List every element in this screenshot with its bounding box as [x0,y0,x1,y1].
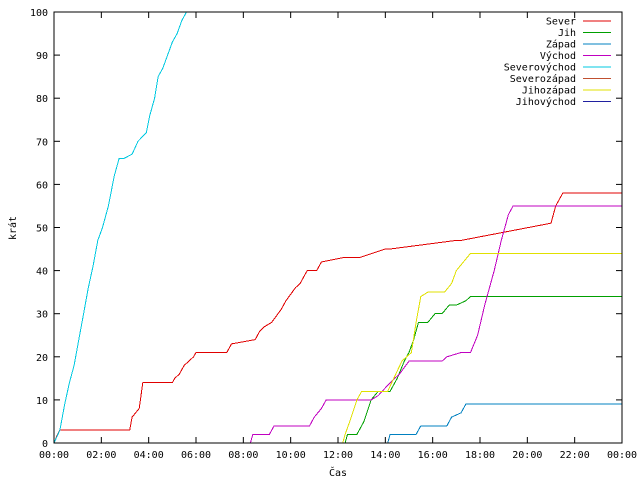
y-tick-label: 40 [36,267,48,278]
x-tick-label: 16:00 [418,450,448,461]
series-line [53,11,192,444]
y-tick-label: 30 [36,310,48,321]
x-tick-label: 22:00 [560,450,590,461]
x-tick-label: 18:00 [465,450,495,461]
y-tick-label: 90 [36,51,48,62]
y-tick-label: 0 [42,439,48,450]
legend-label: Sever [546,17,576,28]
x-tick-label: 06:00 [181,450,211,461]
legend-label: Východ [540,50,576,62]
x-tick-label: 20:00 [512,450,542,461]
y-tick-label: 50 [36,224,48,235]
axis-ticks: 00:00 02:00 04:00 06:00 08:00 10:00 12:00 14:00… [30,8,637,461]
x-tick-label: 02:00 [86,450,116,461]
x-tick-label: 12:00 [323,450,353,461]
y-tick-label: 100 [30,8,48,19]
y-tick-label: 10 [36,396,48,407]
legend-label: Západ [546,39,576,51]
x-tick-label: 14:00 [370,450,400,461]
series-line [53,192,622,444]
series-line [54,296,622,444]
legend-label: Jihozápad [522,85,576,97]
series-line [54,252,622,444]
legend-label: Severozápad [510,73,576,85]
x-axis-title: Čas [329,466,347,479]
x-tick-label: 00:00 [39,450,69,461]
y-tick-label: 70 [36,137,48,148]
series-line [54,205,622,444]
legend-label: Jihovýchod [516,96,576,108]
series-layer [53,11,622,444]
x-tick-label: 08:00 [228,450,258,461]
x-tick-label: 10:00 [276,450,306,461]
x-tick-label: 00:00 [607,450,637,461]
legend-label: Severovýchod [504,62,576,74]
y-tick-label: 20 [36,353,48,364]
x-tick-label: 04:00 [134,450,164,461]
y-tick-label: 80 [36,94,48,105]
y-tick-label: 60 [36,180,48,191]
y-axis-title: krát [7,216,19,240]
series-line [54,403,622,444]
legend: SeverJihZápadVýchodSeverovýchodSeverozáp… [504,17,611,108]
legend-label: Jih [558,28,576,39]
